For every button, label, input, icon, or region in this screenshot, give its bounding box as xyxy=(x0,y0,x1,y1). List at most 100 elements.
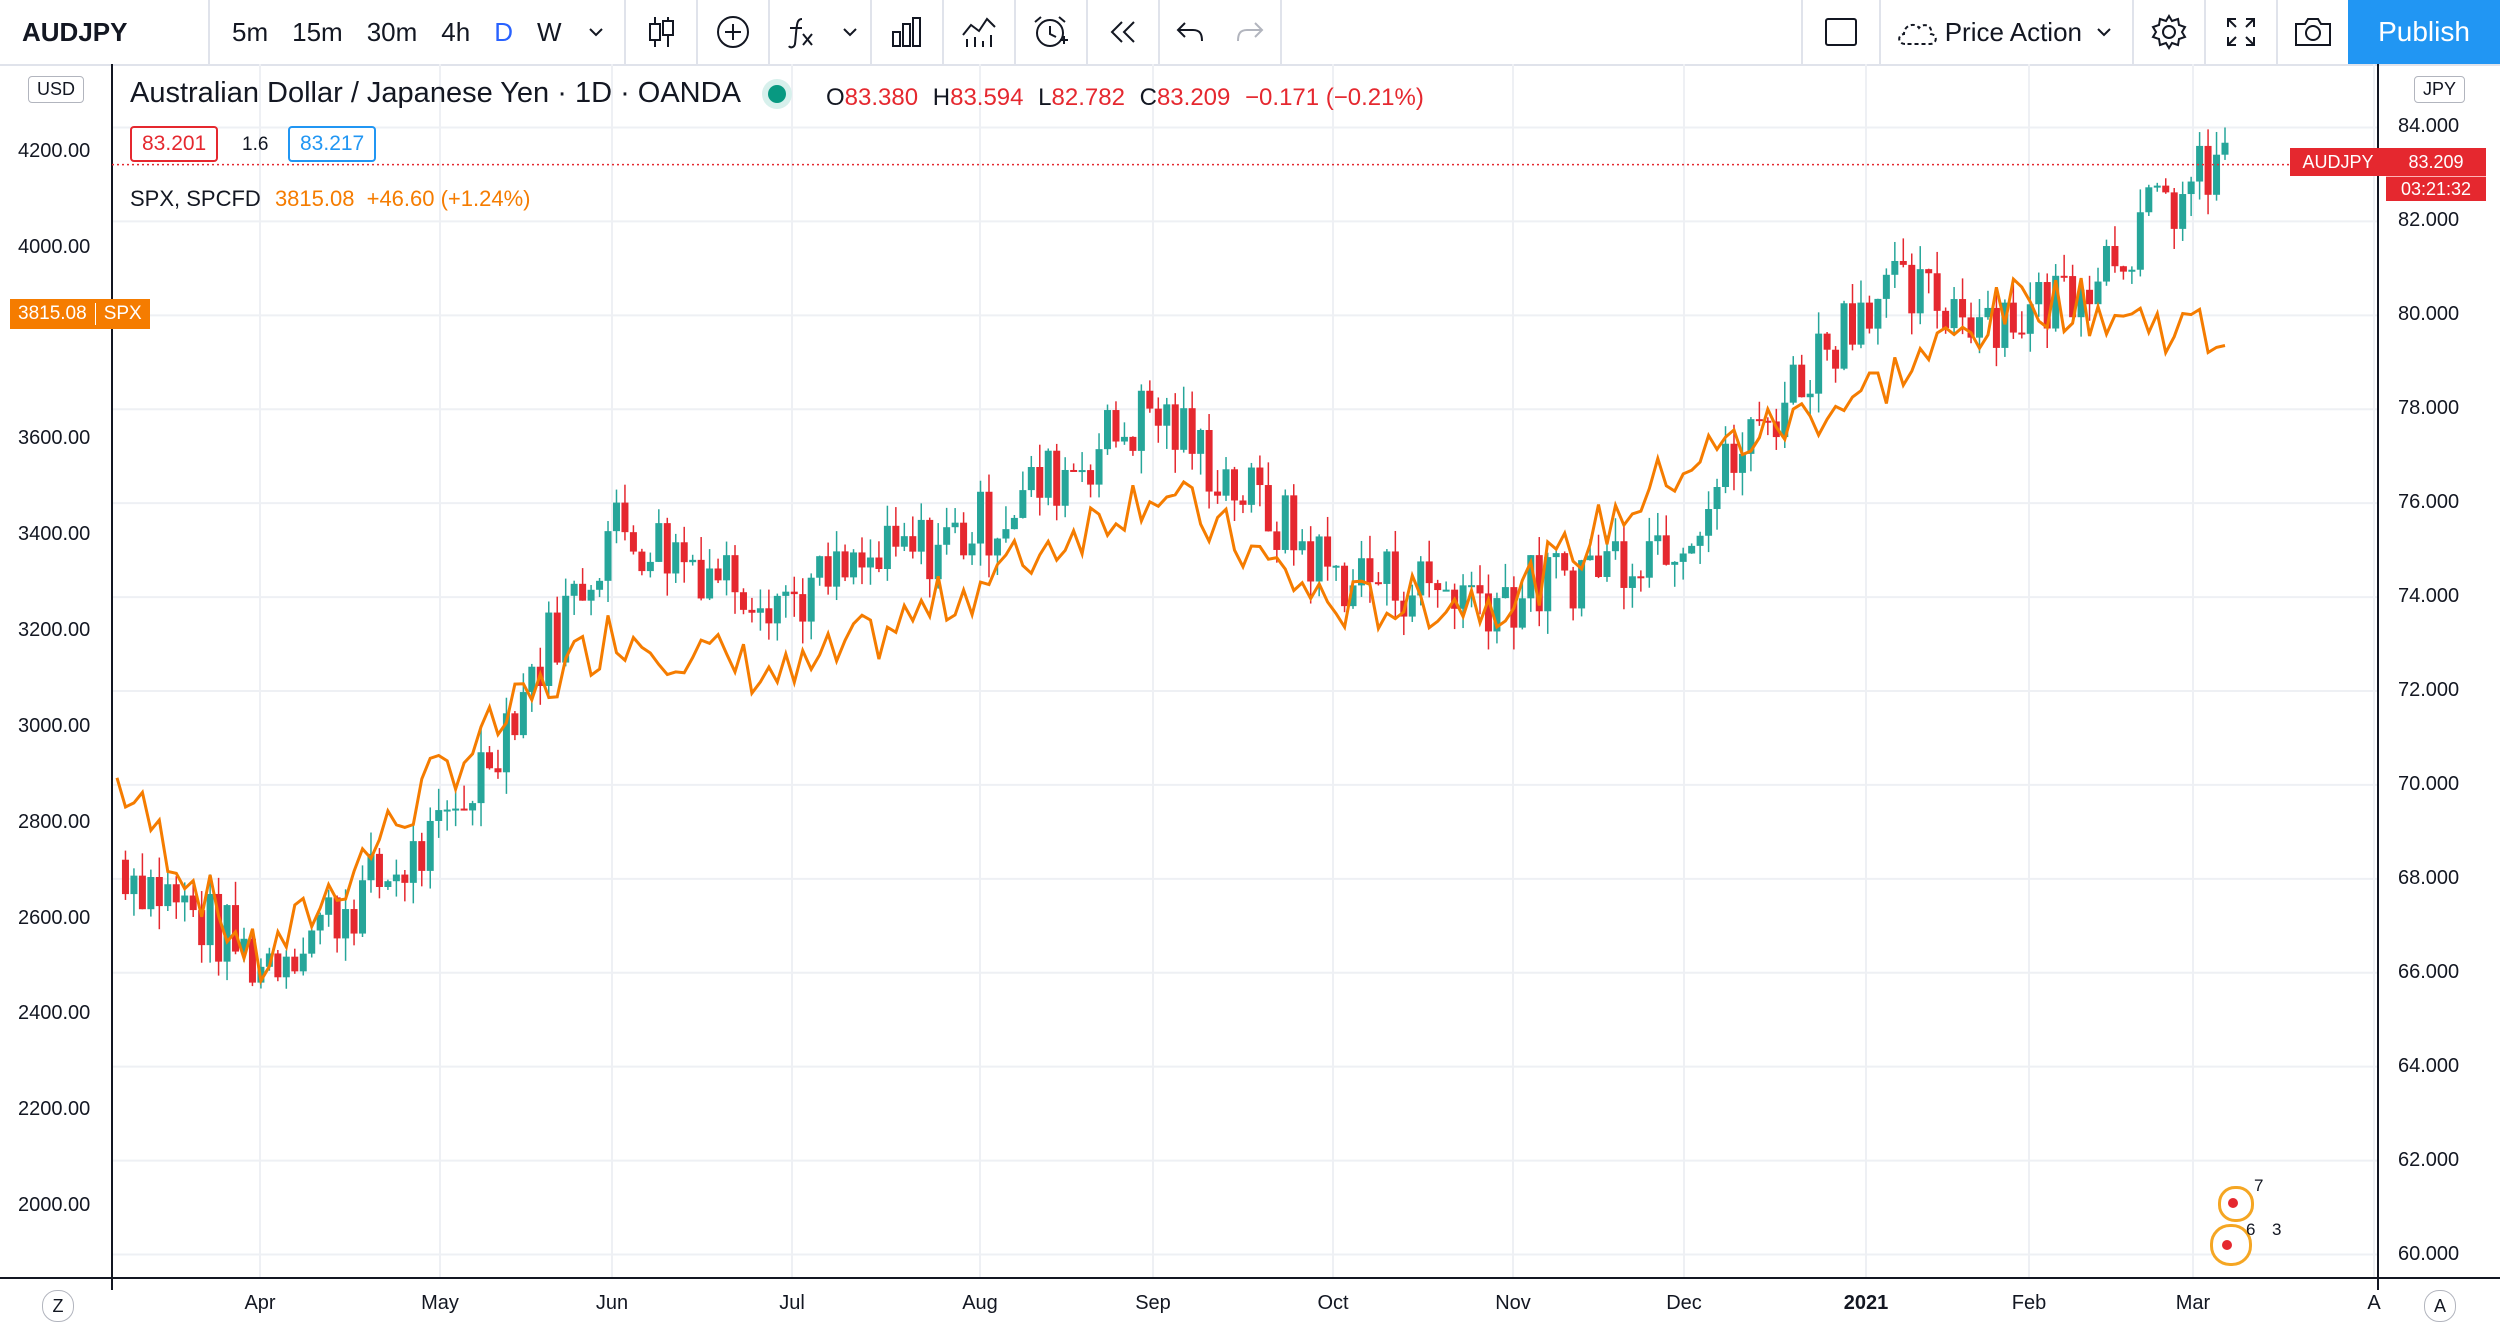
chart-area[interactable]: Australian Dollar / Japanese Yen · 1D · … xyxy=(0,64,2500,1331)
candle xyxy=(2221,127,2229,160)
candle xyxy=(1197,428,1205,475)
candle xyxy=(2136,189,2144,277)
bid-price-button[interactable]: 83.201 xyxy=(130,126,219,162)
audjpy-tag-symbol: AUDJPY xyxy=(2290,148,2386,176)
interval-30m-button[interactable]: 30m xyxy=(366,16,418,47)
candle xyxy=(1798,354,1806,398)
candle xyxy=(1933,251,1941,329)
candle xyxy=(2187,176,2195,217)
candle xyxy=(494,749,502,779)
candle xyxy=(756,589,764,631)
candle xyxy=(206,874,214,963)
symbol-search-button[interactable]: AUDJPY xyxy=(22,16,128,47)
events-badge-group-2[interactable]: 6 3 xyxy=(2210,1220,2290,1272)
candlestick-series xyxy=(121,127,2229,989)
undo-icon[interactable] xyxy=(1160,0,1220,64)
settings-icon[interactable] xyxy=(2134,0,2204,64)
candle xyxy=(748,597,756,623)
candle xyxy=(1341,562,1349,613)
candle xyxy=(1688,543,1696,554)
toolbar-divider xyxy=(2204,0,2206,64)
x-axis-label: Aug xyxy=(962,1292,998,1314)
candle xyxy=(723,541,731,596)
interval-group: 5m 15m 30m 4h D W xyxy=(210,0,618,64)
candle xyxy=(1425,540,1433,598)
candle xyxy=(189,882,197,918)
replay-icon[interactable] xyxy=(1088,0,1158,64)
redo-icon[interactable] xyxy=(1220,0,1280,64)
candle xyxy=(1823,332,1831,361)
candle xyxy=(1501,563,1509,599)
candle xyxy=(562,578,570,667)
right-axis-unit[interactable]: JPY xyxy=(2414,76,2466,103)
interval-w-button[interactable]: W xyxy=(536,16,562,47)
left-axis-unit[interactable]: USD xyxy=(28,76,85,103)
auto-scale-button[interactable]: A xyxy=(2424,1290,2456,1322)
candle xyxy=(2111,226,2119,273)
chevron-down-icon[interactable] xyxy=(574,22,618,42)
bar-chart-icon[interactable] xyxy=(872,0,942,64)
candle xyxy=(2119,265,2127,280)
camera-icon[interactable] xyxy=(2278,0,2348,64)
fx-icon[interactable] xyxy=(770,0,830,64)
candle xyxy=(1205,414,1213,509)
candle xyxy=(172,876,180,919)
candle xyxy=(1975,299,1983,354)
alert-icon[interactable] xyxy=(1016,0,1086,64)
indicators-icon[interactable] xyxy=(944,0,1014,64)
candle xyxy=(2077,285,2085,337)
candle xyxy=(291,948,299,974)
candle xyxy=(1222,457,1230,501)
candle xyxy=(1696,531,1704,564)
cloud-icon xyxy=(1895,18,1939,46)
events-badge-group[interactable]: 7 xyxy=(2218,1176,2266,1234)
candle xyxy=(138,853,146,910)
toolbar-divider xyxy=(208,0,210,64)
candle xyxy=(1679,547,1687,580)
candle xyxy=(1755,401,1763,426)
interval-d-button[interactable]: D xyxy=(494,16,513,47)
toolbar-divider xyxy=(623,0,626,64)
candle xyxy=(816,555,824,586)
candle xyxy=(409,824,417,904)
timezone-button[interactable]: Z xyxy=(42,1290,74,1322)
change-value: −0.171 (−0.21%) xyxy=(1245,84,1424,111)
chevron-down-icon[interactable] xyxy=(830,0,870,64)
candle xyxy=(1163,397,1171,449)
candle xyxy=(435,788,443,838)
interval-5m-button[interactable]: 5m xyxy=(232,16,269,47)
add-indicator-icon[interactable] xyxy=(698,0,768,64)
market-status-icon[interactable] xyxy=(768,85,786,103)
interval-4h-button[interactable]: 4h xyxy=(441,16,471,47)
candle xyxy=(782,585,790,618)
candle xyxy=(943,507,951,555)
ask-price-button[interactable]: 83.217 xyxy=(288,126,377,162)
candle xyxy=(1239,495,1247,514)
candle xyxy=(833,531,841,601)
publish-button[interactable]: Publish xyxy=(2348,0,2500,64)
candle xyxy=(477,729,485,827)
price-chart[interactable] xyxy=(0,64,2500,1331)
left-axis-tick: 2000.00 xyxy=(18,1194,91,1217)
toolbar-divider xyxy=(1013,0,1016,64)
candle xyxy=(2170,187,2178,249)
candle xyxy=(1925,268,1933,294)
candle xyxy=(274,949,282,982)
audjpy-tag-value: 83.209 xyxy=(2386,148,2486,176)
spread-value: 1.6 xyxy=(242,134,269,155)
candles-icon[interactable] xyxy=(626,0,696,64)
candle xyxy=(1112,401,1120,448)
candle xyxy=(1874,298,1882,345)
x-axis-label: Oct xyxy=(1317,1292,1349,1314)
candle xyxy=(1552,547,1560,579)
fullscreen-icon[interactable] xyxy=(2206,0,2276,64)
candle xyxy=(850,549,858,585)
candle xyxy=(579,568,587,601)
template-dropdown[interactable]: Price Action xyxy=(1881,0,2132,64)
rectangle-icon[interactable] xyxy=(1803,0,1879,64)
interval-15m-button[interactable]: 15m xyxy=(292,16,343,47)
candle xyxy=(443,800,451,831)
left-axis-tick: 2400.00 xyxy=(18,1002,91,1025)
x-axis-label: Nov xyxy=(1495,1292,1531,1314)
candle xyxy=(511,711,519,741)
